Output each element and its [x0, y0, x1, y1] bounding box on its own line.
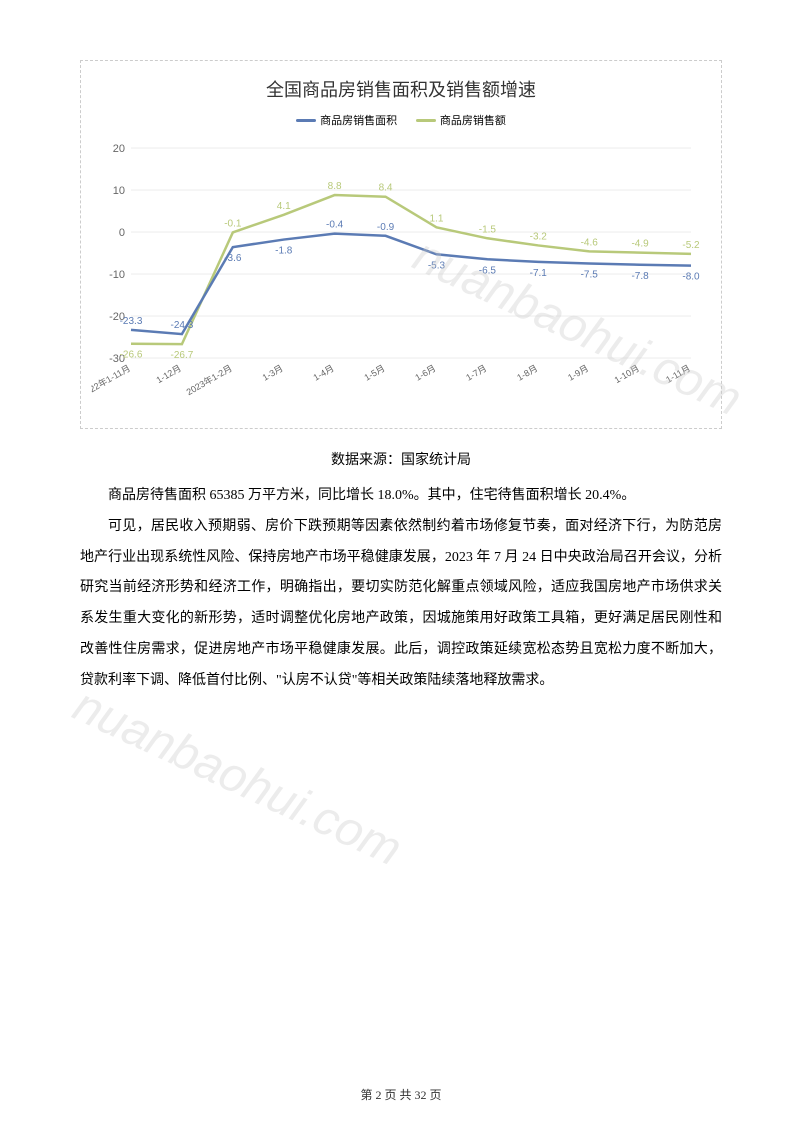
svg-text:-10: -10	[109, 269, 125, 281]
svg-text:1-5月: 1-5月	[362, 363, 386, 383]
svg-text:1-4月: 1-4月	[312, 363, 336, 383]
legend-line-area	[296, 119, 316, 122]
svg-text:2022年1-11月: 2022年1-11月	[91, 362, 132, 399]
svg-text:8.4: 8.4	[379, 183, 393, 194]
chart-legend: 商品房销售面积 商品房销售额	[91, 112, 711, 128]
page-footer: 第 2 页 共 32 页	[0, 1086, 802, 1103]
svg-text:-26.7: -26.7	[171, 350, 194, 361]
svg-text:-0.9: -0.9	[377, 222, 395, 233]
footer-total: 32	[415, 1088, 427, 1102]
footer-suffix: 页	[427, 1088, 442, 1102]
data-source: 数据来源：国家统计局	[80, 449, 722, 469]
legend-item-amount: 商品房销售额	[416, 112, 506, 128]
svg-text:-8.0: -8.0	[682, 272, 700, 283]
svg-text:8.8: 8.8	[328, 181, 342, 192]
svg-text:-7.8: -7.8	[631, 271, 649, 282]
legend-label-amount: 商品房销售额	[440, 112, 506, 128]
svg-text:-7.5: -7.5	[581, 270, 599, 281]
paragraph-1: 商品房待售面积 65385 万平方米，同比增长 18.0%。其中，住宅待售面积增…	[80, 481, 722, 512]
footer-prefix: 第	[360, 1088, 375, 1102]
svg-text:1-3月: 1-3月	[261, 363, 285, 383]
legend-line-amount	[416, 119, 436, 122]
svg-text:20: 20	[113, 143, 125, 155]
legend-item-area: 商品房销售面积	[296, 112, 397, 128]
svg-text:1-11月: 1-11月	[664, 363, 692, 385]
svg-text:4.1: 4.1	[277, 201, 291, 212]
legend-label-area: 商品房销售面积	[320, 112, 397, 128]
svg-text:1-7月: 1-7月	[464, 363, 488, 383]
svg-text:-0.4: -0.4	[326, 220, 344, 231]
svg-text:-0.1: -0.1	[224, 218, 242, 229]
svg-text:1-12月: 1-12月	[155, 363, 183, 385]
svg-text:1-6月: 1-6月	[413, 363, 437, 383]
footer-mid: 页 共	[381, 1088, 414, 1102]
chart-title: 全国商品房销售面积及销售额增速	[91, 76, 711, 102]
chart-container: 全国商品房销售面积及销售额增速 商品房销售面积 商品房销售额 -30-20-10…	[80, 60, 722, 429]
svg-text:-26.6: -26.6	[120, 350, 143, 361]
svg-text:-5.3: -5.3	[428, 260, 446, 271]
chart-svg: -30-20-10010202022年1-11月1-12月2023年1-2月1-…	[91, 138, 711, 418]
svg-text:-4.9: -4.9	[631, 239, 649, 250]
svg-text:-23.3: -23.3	[120, 316, 143, 327]
svg-text:-3.6: -3.6	[224, 253, 242, 264]
svg-text:2023年1-2月: 2023年1-2月	[184, 362, 234, 397]
svg-text:10: 10	[113, 185, 125, 197]
svg-text:-6.5: -6.5	[479, 265, 497, 276]
svg-text:-24.3: -24.3	[171, 320, 194, 331]
svg-text:1.1: 1.1	[430, 213, 444, 224]
svg-text:1-10月: 1-10月	[613, 363, 641, 385]
svg-text:-4.6: -4.6	[581, 237, 599, 248]
paragraph-2: 可见，居民收入预期弱、房价下跌预期等因素依然制约着市场修复节奏，面对经济下行，为…	[80, 512, 722, 697]
svg-text:1-9月: 1-9月	[566, 363, 590, 383]
svg-text:0: 0	[119, 227, 125, 239]
svg-text:1-8月: 1-8月	[515, 363, 539, 383]
svg-text:-1.5: -1.5	[479, 224, 497, 235]
svg-text:-5.2: -5.2	[682, 240, 700, 251]
svg-text:-1.8: -1.8	[275, 246, 293, 257]
watermark: nuanbaohui.com	[65, 678, 410, 878]
svg-text:-7.1: -7.1	[530, 268, 548, 279]
svg-text:-3.2: -3.2	[530, 231, 548, 242]
